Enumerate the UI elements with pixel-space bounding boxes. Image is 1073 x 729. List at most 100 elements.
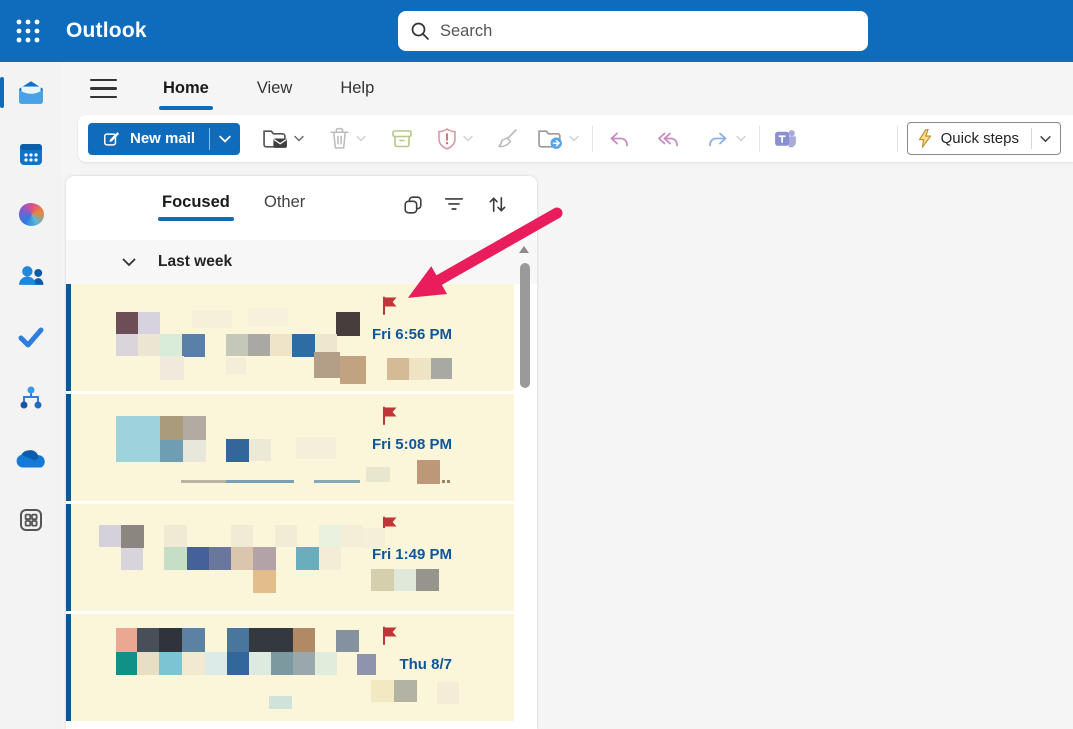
new-mail-dropdown-chevron-icon[interactable]: [210, 123, 240, 155]
share-to-teams-button[interactable]: [769, 123, 802, 154]
email-item[interactable]: Thu 8/7: [66, 614, 514, 721]
redacted-mosaic-block: [183, 440, 206, 462]
redacted-mosaic-block: [409, 358, 431, 380]
redacted-mosaic-block: [226, 480, 294, 483]
redacted-mosaic-block: [315, 334, 337, 356]
search-icon: [411, 22, 429, 40]
archive-button[interactable]: [386, 123, 418, 154]
redacted-mosaic-block: [416, 569, 439, 591]
email-item[interactable]: Fri 1:49 PM: [66, 504, 514, 611]
email-item[interactable]: Fri 5:08 PM: [66, 394, 514, 501]
email-item[interactable]: Fri 6:56 PM: [66, 284, 514, 391]
scrollbar-up-arrow[interactable]: [519, 246, 529, 253]
redacted-mosaic-block: [164, 525, 187, 547]
scrollbar-thumb[interactable]: [520, 263, 530, 388]
select-messages-icon: [404, 196, 422, 214]
redacted-mosaic-block: [160, 416, 183, 440]
redacted-mosaic-block: [160, 334, 182, 356]
redacted-mosaic-block: [431, 358, 452, 379]
redacted-mosaic-block: [182, 652, 205, 675]
redacted-mosaic-block: [99, 525, 121, 547]
redacted-mosaic-block: [293, 652, 315, 675]
email-timestamp: Fri 6:56 PM: [371, 326, 452, 343]
tab-view[interactable]: View: [256, 79, 293, 97]
tab-other[interactable]: Other: [264, 193, 306, 211]
reply-all-button[interactable]: [650, 123, 685, 155]
redacted-mosaic-block: [253, 547, 276, 570]
redacted-mosaic-block: [314, 480, 360, 483]
redacted-mosaic-block: [437, 682, 459, 704]
redacted-mosaic-block: [226, 439, 249, 462]
move-to-button[interactable]: [533, 123, 583, 154]
chevron-down-icon: [569, 135, 579, 142]
redacted-mosaic-block: [296, 547, 319, 570]
reply-button[interactable]: [602, 123, 636, 155]
redacted-mosaic-block: [137, 628, 159, 652]
tab-help[interactable]: Help: [340, 79, 375, 97]
redacted-mosaic-block: [394, 680, 417, 702]
flag-icon[interactable]: [380, 625, 400, 646]
chevron-down-icon: [463, 135, 473, 142]
rail-item-todo[interactable]: [0, 306, 62, 367]
redacted-mosaic-block: [249, 628, 293, 652]
sweep-button[interactable]: [491, 123, 523, 155]
collapse-chevron-icon[interactable]: [122, 258, 136, 267]
redacted-mosaic-block: [116, 652, 137, 675]
copilot-icon: [18, 203, 44, 226]
redacted-mosaic-block: [182, 628, 205, 652]
redacted-mosaic-block: [253, 570, 276, 593]
redacted-mosaic-block: [231, 547, 253, 570]
rail-item-copilot[interactable]: [0, 184, 62, 245]
rail-item-calendar[interactable]: [0, 123, 62, 184]
redacted-mosaic-block: [226, 334, 248, 356]
rail-item-more-apps[interactable]: [0, 489, 62, 550]
redacted-mosaic-block: [336, 630, 359, 652]
section-header-last-week[interactable]: Last week: [66, 240, 537, 284]
tab-focused[interactable]: Focused: [158, 193, 234, 221]
redacted-mosaic-block: [271, 652, 293, 675]
app-launcher-waffle-icon[interactable]: [6, 9, 50, 53]
calendar-icon: [20, 143, 42, 165]
redacted-mosaic-block: [249, 439, 271, 461]
move-to-folder-button[interactable]: [258, 123, 308, 154]
email-timestamp: Fri 1:49 PM: [371, 546, 452, 563]
rail-item-mail[interactable]: [0, 62, 62, 123]
redacted-mosaic-block: [319, 525, 341, 547]
select-messages-button[interactable]: [402, 194, 424, 219]
quick-steps-dropdown-chevron-icon[interactable]: [1040, 135, 1051, 143]
flag-icon[interactable]: [380, 405, 400, 426]
button-split-divider: [1031, 128, 1032, 149]
filter-button[interactable]: [443, 194, 465, 216]
flag-icon[interactable]: [380, 295, 400, 316]
chevron-down-icon: [356, 135, 366, 142]
forward-arrow-icon: [709, 132, 727, 146]
redacted-mosaic-block: [182, 334, 205, 357]
redacted-mosaic-block: [296, 437, 336, 459]
broom-sweep-icon: [498, 128, 517, 147]
onedrive-cloud-icon: [16, 450, 45, 468]
quick-steps-group: Quick steps: [888, 122, 1061, 155]
rail-item-onedrive[interactable]: [0, 428, 62, 489]
quick-steps-button[interactable]: Quick steps: [906, 122, 1061, 155]
delete-button[interactable]: [324, 122, 370, 155]
hamburger-menu-icon[interactable]: [90, 78, 117, 99]
redacted-mosaic-block: [417, 460, 440, 484]
folder-mail-icon: [263, 130, 287, 148]
app-title: Outlook: [66, 19, 147, 42]
report-button[interactable]: [432, 123, 477, 155]
forward-button[interactable]: [701, 123, 750, 155]
folder-move-icon: [538, 130, 562, 149]
toolbar-divider: [896, 125, 898, 152]
redacted-mosaic-block: [159, 628, 182, 652]
new-mail-button[interactable]: New mail: [88, 122, 241, 155]
redacted-mosaic-block: [192, 310, 232, 328]
redacted-mosaic-block: [137, 652, 159, 675]
quick-steps-label: Quick steps: [940, 130, 1019, 147]
rail-item-people[interactable]: [0, 245, 62, 306]
redacted-mosaic-block: [249, 652, 271, 675]
sort-button[interactable]: [486, 194, 509, 218]
search-input[interactable]: Search: [398, 11, 868, 51]
tab-home[interactable]: Home: [159, 73, 213, 110]
rail-item-org-chart[interactable]: [0, 367, 62, 428]
redacted-mosaic-block: [357, 654, 376, 675]
